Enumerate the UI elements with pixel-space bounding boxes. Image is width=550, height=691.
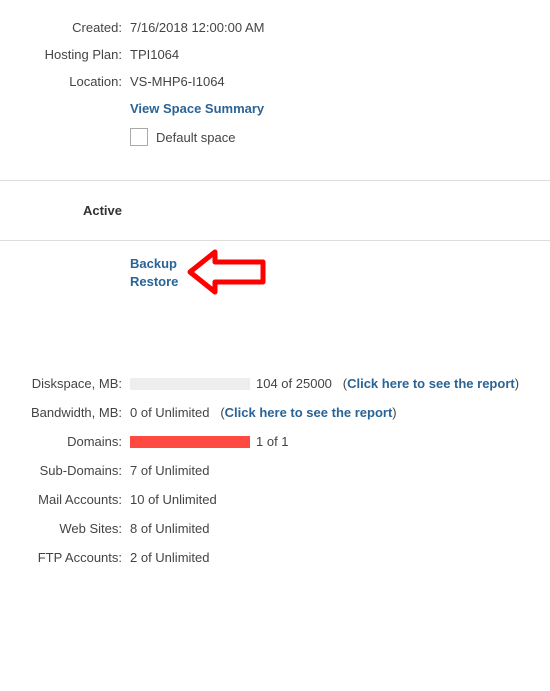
default-space-checkbox[interactable] (130, 128, 148, 146)
hosting-plan-label: Hosting Plan: (0, 47, 130, 62)
mail-value: 10 of Unlimited (130, 492, 217, 507)
active-status: Active (0, 203, 130, 218)
subdomains-label: Sub-Domains: (0, 463, 130, 478)
diskspace-label: Diskspace, MB: (0, 376, 130, 391)
diskspace-report-link[interactable]: Click here to see the report (347, 376, 515, 391)
diskspace-bar (130, 378, 250, 390)
mail-label: Mail Accounts: (0, 492, 130, 507)
websites-value: 8 of Unlimited (130, 521, 209, 536)
domains-bar (130, 436, 250, 448)
arrow-annotation-icon (185, 247, 275, 297)
bandwidth-label: Bandwidth, MB: (0, 405, 130, 420)
bandwidth-report-link[interactable]: Click here to see the report (225, 405, 393, 420)
location-value: VS-MHP6-I1064 (130, 74, 550, 89)
websites-label: Web Sites: (0, 521, 130, 536)
bandwidth-value: 0 of Unlimited (130, 405, 209, 420)
domains-label: Domains: (0, 434, 130, 449)
view-space-summary-link[interactable]: View Space Summary (130, 101, 264, 116)
hosting-plan-value: TPI1064 (130, 47, 550, 62)
ftp-label: FTP Accounts: (0, 550, 130, 565)
diskspace-value: 104 of 25000 (256, 376, 332, 391)
created-value: 7/16/2018 12:00:00 AM (130, 20, 550, 35)
created-label: Created: (0, 20, 130, 35)
location-label: Location: (0, 74, 130, 89)
ftp-value: 2 of Unlimited (130, 550, 209, 565)
subdomains-value: 7 of Unlimited (130, 463, 209, 478)
default-space-label: Default space (156, 130, 236, 145)
domains-value: 1 of 1 (256, 434, 289, 449)
